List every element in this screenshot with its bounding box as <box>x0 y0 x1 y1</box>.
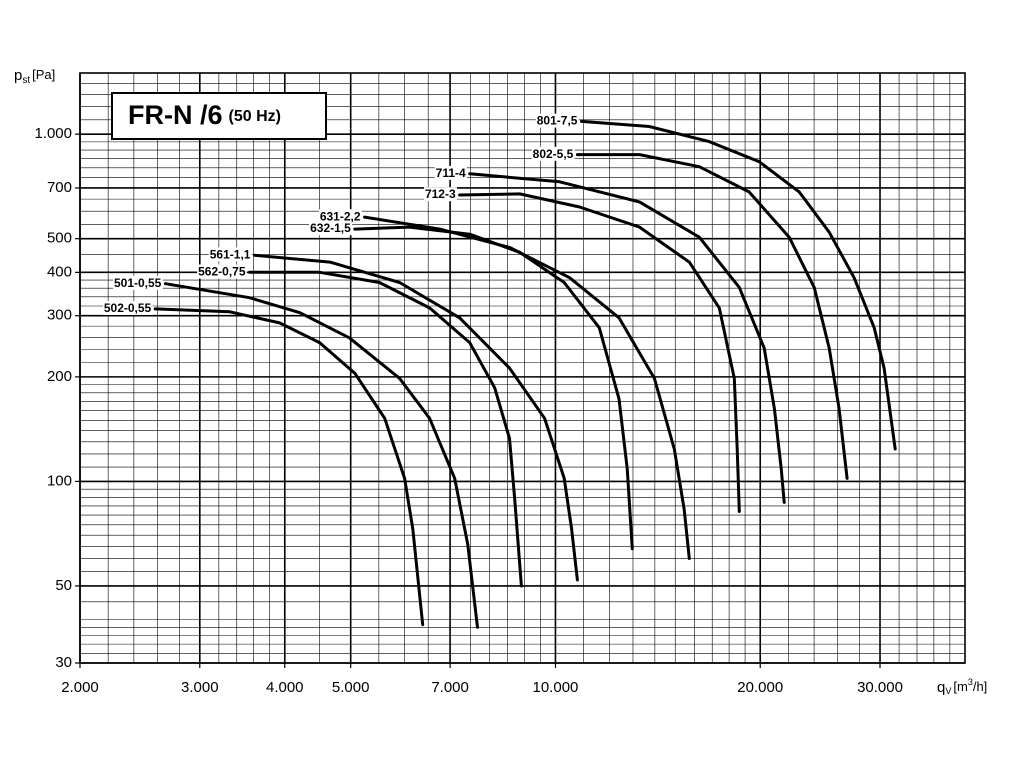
x-tick-label: 4.000 <box>266 679 304 696</box>
x-tick-label: 2.000 <box>61 679 99 696</box>
x-tick-label: 20.000 <box>737 679 783 696</box>
y-axis-label: pst [Pa] <box>14 67 55 86</box>
y-tick-label: 300 <box>47 307 72 324</box>
title: FR-N /6 (50 Hz) <box>128 100 281 130</box>
x-tick-label: 7.000 <box>431 679 469 696</box>
x-label-unit: [m <box>953 679 967 694</box>
x-tick-label: 10.000 <box>533 679 579 696</box>
x-label-sup: 3 <box>968 677 973 687</box>
y-tick-label: 50 <box>55 577 72 594</box>
fan-curve <box>353 225 634 551</box>
series-label: 502-0,55 <box>104 301 152 315</box>
series-label-bg <box>531 146 575 161</box>
x-tick-label: 5.000 <box>332 679 370 696</box>
fan-curve <box>575 153 849 480</box>
series-label-bg <box>318 209 362 224</box>
series-label-bg <box>309 221 353 236</box>
plot: 502-0,55 501-0,55 562-0,75 561-1,1 632-1,563… <box>102 113 897 629</box>
x-axis-label: qV [m3/h] <box>937 677 987 696</box>
x-label-unit-end: /h] <box>973 679 987 694</box>
title-main: FR-N /6 <box>128 100 223 130</box>
series-label-bg <box>112 275 163 290</box>
series-label: 632-1,5 <box>310 221 351 235</box>
fan-curve <box>253 253 579 582</box>
y-tick-label: 100 <box>47 472 72 489</box>
x-label-main: q <box>937 679 945 696</box>
y-tick-label: 400 <box>47 263 72 280</box>
x-label-sub: V <box>945 686 951 696</box>
series-label-bg <box>535 113 579 128</box>
y-tick-label: 30 <box>55 654 72 671</box>
y-tick-label: 700 <box>47 179 72 196</box>
y-label-sub: st <box>22 75 30 86</box>
y-tick-label: 200 <box>47 368 72 385</box>
series-label: 712-3 <box>425 187 456 201</box>
series-label: 801-7,5 <box>537 114 578 128</box>
series-label: 501-0,55 <box>114 276 162 290</box>
fan-curve <box>363 215 691 560</box>
series-label: 711-4 <box>436 166 466 180</box>
y-label-main: p <box>14 67 22 84</box>
y-label-unit: [Pa] <box>32 67 55 82</box>
subtitle: (50 Hz) <box>229 108 281 125</box>
x-tick-label: 3.000 <box>181 679 219 696</box>
series-label: 561-1,1 <box>210 247 251 261</box>
series-label-bg <box>208 247 252 262</box>
series-label-bg <box>423 187 457 202</box>
series-label: 802-5,5 <box>533 147 574 161</box>
fan-curve <box>580 119 897 451</box>
x-tick-label: 30.000 <box>857 679 903 696</box>
fan-curve <box>248 270 523 588</box>
y-tick-label: 500 <box>47 230 72 247</box>
fan-curve <box>153 307 425 627</box>
series-label-bg <box>197 264 247 279</box>
title-box <box>111 92 327 140</box>
y-tick-label: 1.000 <box>34 125 72 142</box>
plot-frame <box>79 72 966 664</box>
fan-curve <box>163 282 479 629</box>
series-label: 631-2,2 <box>320 209 361 223</box>
fan-curve <box>458 192 741 513</box>
series-label: 562-0,75 <box>198 265 246 279</box>
series-label-bg <box>434 165 468 180</box>
series-label-bg <box>102 301 153 316</box>
fan-curve <box>468 172 786 504</box>
